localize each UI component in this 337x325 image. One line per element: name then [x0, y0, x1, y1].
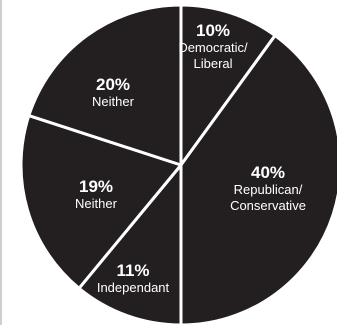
- slice-category-3-line-1: Independant: [97, 280, 170, 295]
- slice-percent-5: 20%: [96, 75, 130, 94]
- slice-category-4-line-1: Neither: [75, 196, 118, 211]
- slice-category-1-line-2: Liberal: [193, 56, 232, 71]
- slice-percent-3: 11%: [116, 261, 149, 280]
- slice-category-2-line-2: Conservative: [230, 198, 306, 213]
- slice-category-1-line-1: Democratic/: [178, 40, 248, 55]
- slice-label-5: 20%Neither: [92, 75, 135, 109]
- slice-percent-4: 19%: [79, 177, 113, 196]
- slice-category-5-line-1: Neither: [92, 94, 135, 109]
- slice-label-4: 19%Neither: [75, 177, 118, 211]
- slice-percent-2: 40%: [251, 163, 285, 182]
- slice-percent-1: 10%: [196, 21, 230, 40]
- slice-category-2-line-1: Republican/: [234, 182, 303, 197]
